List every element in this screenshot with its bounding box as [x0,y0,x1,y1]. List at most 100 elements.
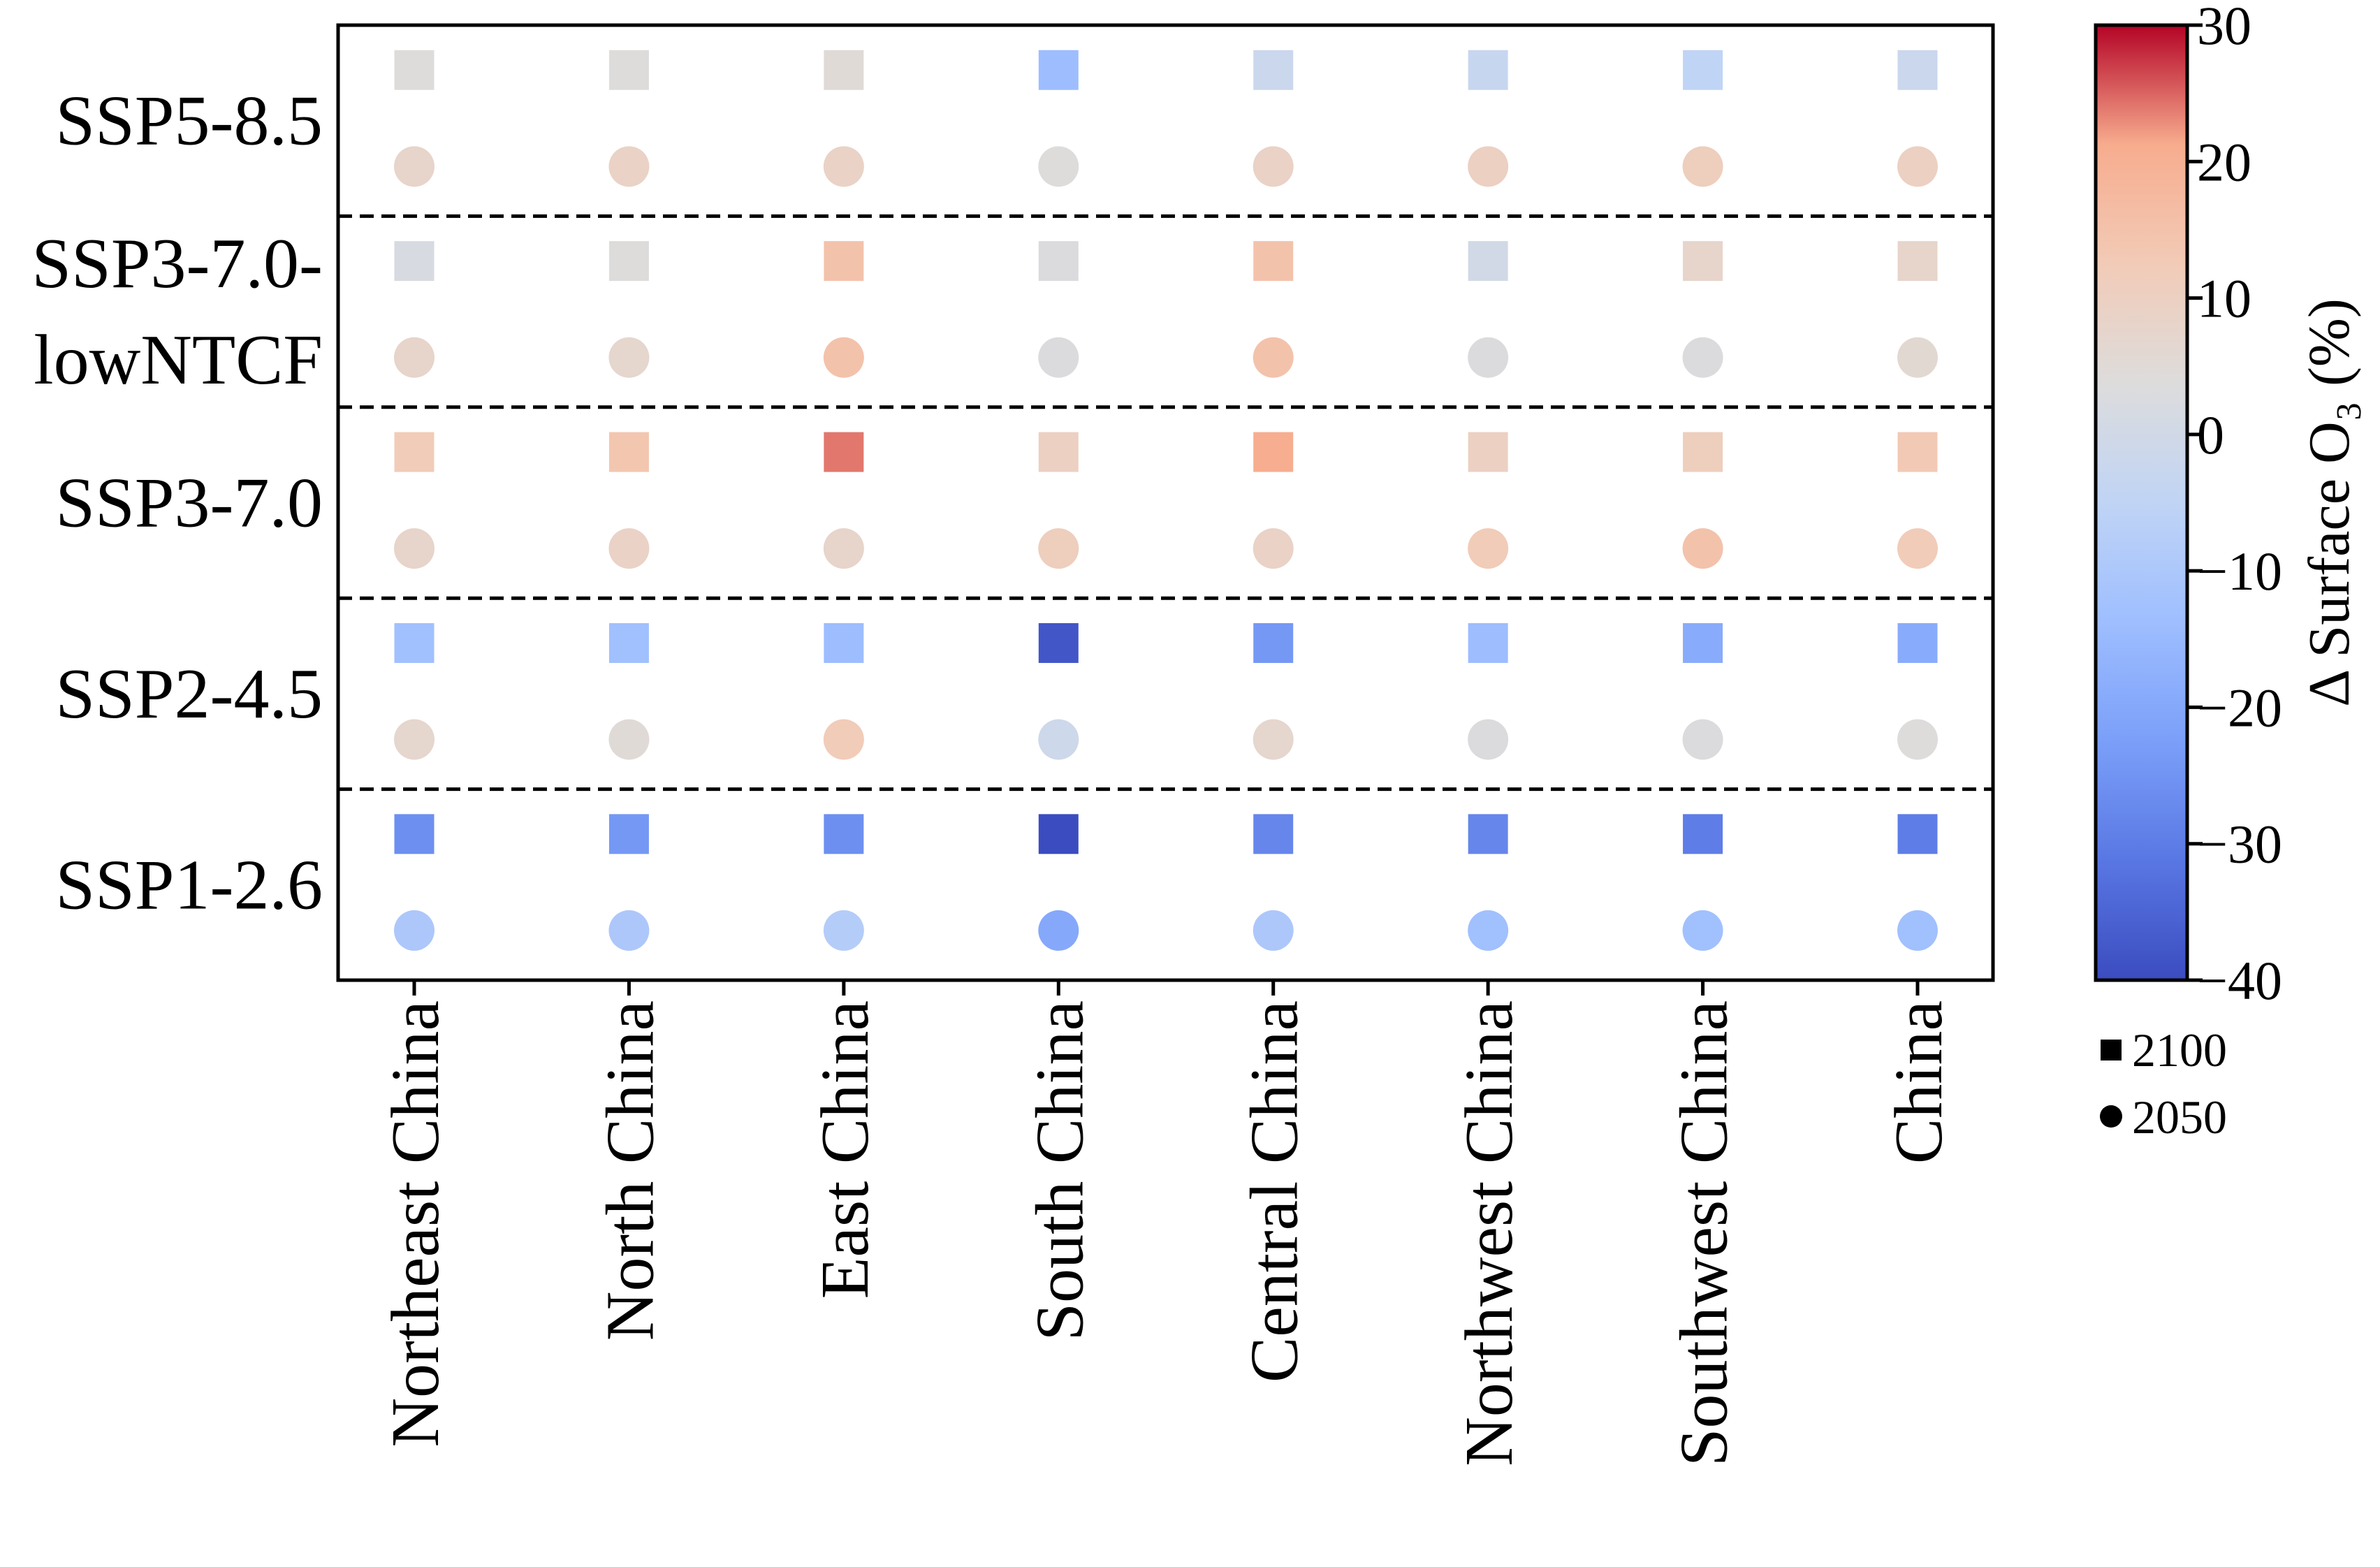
scenario-label: SSP3-7.0 [55,464,323,543]
marker-2100 [394,432,435,472]
marker-2050 [1897,146,1938,187]
region-label: South China [1022,1000,1097,1341]
region-label: Northwest China [1452,1000,1527,1466]
marker-2100 [608,432,649,472]
marker-2050 [1468,910,1509,951]
marker-2050 [1897,910,1938,951]
marker-2100 [1683,50,1723,90]
region-label: East China [808,1000,883,1299]
marker-2100 [824,50,864,90]
marker-2050 [394,910,435,951]
marker-2050 [394,337,435,378]
marker-2050 [1253,528,1294,569]
plot-area [336,23,1995,996]
marker-2100 [1897,622,1938,663]
marker-2050 [823,719,864,760]
colorbar-tick-label: −20 [2197,677,2282,738]
marker-2050 [1468,719,1509,760]
marker-2050 [1897,337,1938,378]
marker-2100 [824,241,864,282]
marker-2050 [1468,528,1509,569]
scenario-label: lowNTCF [34,321,323,400]
marker-2050 [1897,719,1938,760]
marker-2050 [608,528,650,569]
colorbar-tick-label: 30 [2197,0,2251,56]
marker-2100 [1253,622,1294,663]
marker-2100 [608,50,649,90]
marker-2050 [608,910,650,951]
marker-2050 [1682,719,1723,760]
marker-2050 [1253,337,1294,378]
marker-2100 [1897,241,1938,282]
marker-2050 [1038,910,1079,951]
scenario-label: SSP1-2.6 [55,845,323,924]
marker-2050 [823,337,864,378]
marker-2100 [1683,241,1723,282]
legend-circle-marker [2100,1105,2122,1128]
colorbar-tick-label: −40 [2197,950,2282,1011]
marker-2100 [608,814,649,854]
marker-2050 [1253,910,1294,951]
colorbar-tick-label: 20 [2197,131,2251,192]
marker-2050 [394,528,435,569]
marker-2100 [608,241,649,282]
colorbar-title: Δ Surface O₃ (%) [2297,298,2362,707]
region-label: Northeast China [378,1000,453,1448]
marker-2100 [1468,622,1508,663]
scenario-label: SSP2-4.5 [55,655,323,734]
marker-2100 [824,814,864,854]
marker-2100 [1468,50,1508,90]
marker-2100 [394,814,435,854]
region-label: North China [592,1000,668,1341]
marker-2050 [1682,337,1723,378]
marker-2100 [1468,814,1508,854]
scenario-label: SSP5-8.5 [55,82,323,161]
marker-2100 [1038,622,1079,663]
marker-2050 [1468,337,1509,378]
colorbar-tick-label: 10 [2197,268,2251,329]
colorbar-tick-label: −30 [2197,814,2282,875]
marker-2050 [608,719,650,760]
region-label: China [1881,1000,1957,1164]
marker-2050 [608,337,650,378]
marker-2050 [1682,528,1723,569]
marker-2100 [1253,50,1294,90]
marker-2050 [1038,528,1079,569]
marker-legend: 2100 2050 [2100,1023,2227,1144]
marker-2050 [1038,337,1079,378]
marker-2050 [394,719,435,760]
marker-2100 [1038,432,1079,472]
marker-2050 [823,528,864,569]
marker-2100 [394,50,435,90]
marker-2100 [1683,814,1723,854]
marker-2100 [1038,50,1079,90]
marker-2050 [1682,910,1723,951]
legend-label-2050: 2050 [2132,1091,2227,1144]
marker-2100 [1683,432,1723,472]
marker-2100 [608,622,649,663]
marker-2100 [1683,622,1723,663]
marker-2050 [1682,146,1723,187]
marker-2100 [1468,432,1508,472]
marker-2050 [1253,146,1294,187]
colorbar-tick-label: 0 [2197,404,2224,465]
region-label: Southwest China [1667,1000,1742,1466]
marker-2100 [394,622,435,663]
marker-2050 [1038,146,1079,187]
marker-2100 [1897,432,1938,472]
marker-2050 [1897,528,1938,569]
region-labels: Northeast China North China East China Sout… [378,1000,1957,1466]
marker-2050 [1468,146,1509,187]
colorbar: −40 −30 −20 −10 0 10 20 30 Δ Surface O₃ (%) [2094,0,2362,1011]
marker-2050 [823,910,864,951]
marker-2100 [1038,814,1079,854]
marker-2050 [823,146,864,187]
marker-2100 [1253,241,1294,282]
scenario-label: SSP3-7.0- [31,224,323,303]
legend-square-marker [2101,1040,2122,1061]
marker-2050 [394,146,435,187]
marker-2100 [1897,814,1938,854]
marker-2050 [1038,719,1079,760]
region-label: Central China [1237,1000,1313,1383]
